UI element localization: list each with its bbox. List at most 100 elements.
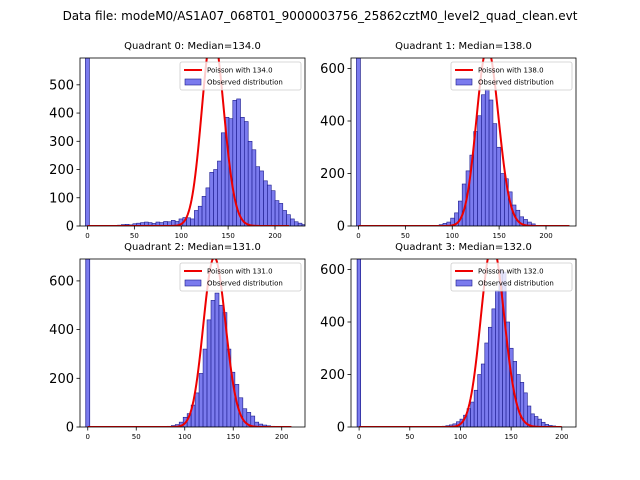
histogram-bar	[255, 166, 261, 226]
x-tick-label: 200	[555, 433, 568, 441]
subplot-quadrant-2: Quadrant 2: Median=131.0 0 200 400 600 0 50 100…	[49, 242, 306, 441]
y-tick-label: 600	[49, 274, 74, 289]
histogram-bar-zero	[85, 259, 91, 427]
x-tick-label: 100	[454, 433, 467, 441]
x-tick-label: 50	[401, 232, 410, 240]
x-tick-label: 0	[357, 433, 361, 441]
histogram-bar	[470, 401, 475, 427]
histogram-bar	[488, 326, 493, 427]
histogram-bar	[306, 225, 310, 226]
histogram-bar	[491, 308, 496, 427]
axes-frame	[350, 57, 577, 227]
histogram-bar	[484, 89, 490, 226]
y-tick-label: 200	[320, 167, 345, 182]
y-tick-label: 600	[320, 263, 345, 278]
histogram-bar	[210, 300, 216, 427]
y-tick-label: 500	[49, 78, 74, 93]
histogram-bar-zero	[356, 58, 361, 226]
histogram-bar	[294, 221, 299, 226]
histogram-bar	[502, 271, 507, 427]
axes-frame	[79, 57, 306, 227]
histogram-bar	[214, 292, 220, 427]
y-tick-label: 0	[66, 220, 74, 235]
subplot-title: Quadrant 1: Median=138.0	[395, 41, 532, 52]
histogram-bar	[290, 218, 295, 226]
histogram-bar	[495, 290, 500, 427]
histogram-bar	[492, 123, 498, 226]
legend-bar-swatch	[455, 279, 473, 287]
x-tick-label: 150	[227, 433, 240, 441]
x-tick-label: 50	[132, 433, 141, 441]
legend-label-observed: Observed distribution	[478, 79, 554, 87]
legend-label-poisson: Poisson with 132.0	[478, 268, 544, 276]
y-tick-label: 200	[49, 163, 74, 178]
x-tick-label: 150	[221, 232, 234, 240]
histogram-bar	[537, 418, 542, 427]
histogram-bar	[217, 160, 222, 226]
histogram-bar	[286, 214, 291, 226]
y-tick-label: 600	[320, 62, 345, 77]
histogram-bar	[484, 342, 489, 427]
axes-frame	[350, 258, 577, 428]
histogram-bar	[206, 319, 212, 427]
subplot-title: Quadrant 3: Median=132.0	[395, 242, 532, 253]
y-tick-label: 100	[49, 191, 74, 206]
histogram-bar	[198, 373, 204, 427]
histogram-bar	[516, 374, 521, 427]
histogram-bar	[247, 140, 253, 226]
legend-label-observed: Observed distribution	[207, 280, 283, 288]
y-tick-label: 400	[49, 107, 74, 122]
legend-box	[450, 262, 573, 292]
x-tick-label: 100	[446, 232, 459, 240]
histogram-bar	[278, 203, 284, 226]
y-tick-label: 400	[320, 316, 345, 331]
plot-area	[85, 58, 310, 226]
subplot-title: Quadrant 0: Median=134.0	[124, 41, 261, 52]
histogram-bar	[197, 205, 203, 226]
histogram-bar	[201, 196, 207, 226]
x-tick-label: 0	[86, 433, 90, 441]
histogram-bar	[205, 187, 211, 226]
histogram-bar	[274, 200, 280, 226]
histogram-bar	[488, 99, 494, 226]
x-tick-label: 150	[504, 433, 517, 441]
x-tick-label: 200	[539, 232, 552, 240]
plot-area	[356, 259, 562, 427]
legend-bar-swatch	[184, 78, 202, 86]
legend-box	[179, 61, 302, 91]
x-tick-label: 150	[492, 232, 505, 240]
y-tick-label: 0	[66, 421, 74, 436]
histogram-bar	[267, 184, 272, 226]
x-tick-label: 100	[178, 433, 191, 441]
y-tick-label: 400	[49, 323, 74, 338]
subplot-title: Quadrant 2: Median=131.0	[124, 242, 261, 253]
histogram-bar	[259, 170, 264, 226]
y-tick-label: 0	[337, 220, 345, 235]
x-tick-label: 200	[275, 433, 288, 441]
histogram-bar	[194, 392, 200, 427]
histogram-bar	[251, 149, 257, 226]
histogram-bar	[481, 94, 486, 226]
histogram-bar-zero	[85, 58, 90, 226]
poisson-line	[359, 259, 562, 427]
legend-box	[179, 262, 302, 292]
histogram-bar	[244, 121, 249, 226]
legend-bar-swatch	[455, 78, 473, 86]
subplot-quadrant-3: Quadrant 3: Median=132.0 0 200 400 600 0 50 100…	[320, 242, 577, 441]
histogram-bar	[194, 210, 199, 226]
histogram-bar	[301, 224, 305, 226]
subplot-quadrant-0: Quadrant 0: Median=134.00100200300400500…	[49, 41, 310, 240]
legend: Poisson with 134.0 Observed distribution	[179, 61, 302, 91]
histogram-bar	[473, 389, 478, 427]
legend-label-poisson: Poisson with 138.0	[478, 67, 544, 75]
histogram-bar	[270, 190, 276, 226]
legend-box	[450, 61, 573, 91]
histogram-bar	[240, 116, 245, 226]
figure-title: Data file: modeM0/AS1A07_068T01_90000037…	[63, 9, 578, 23]
legend-label-poisson: Poisson with 131.0	[207, 268, 273, 276]
y-tick-label: 200	[49, 372, 74, 387]
histogram-bar	[202, 348, 208, 427]
histogram-bar	[263, 180, 268, 226]
y-tick-label: 400	[320, 115, 345, 130]
